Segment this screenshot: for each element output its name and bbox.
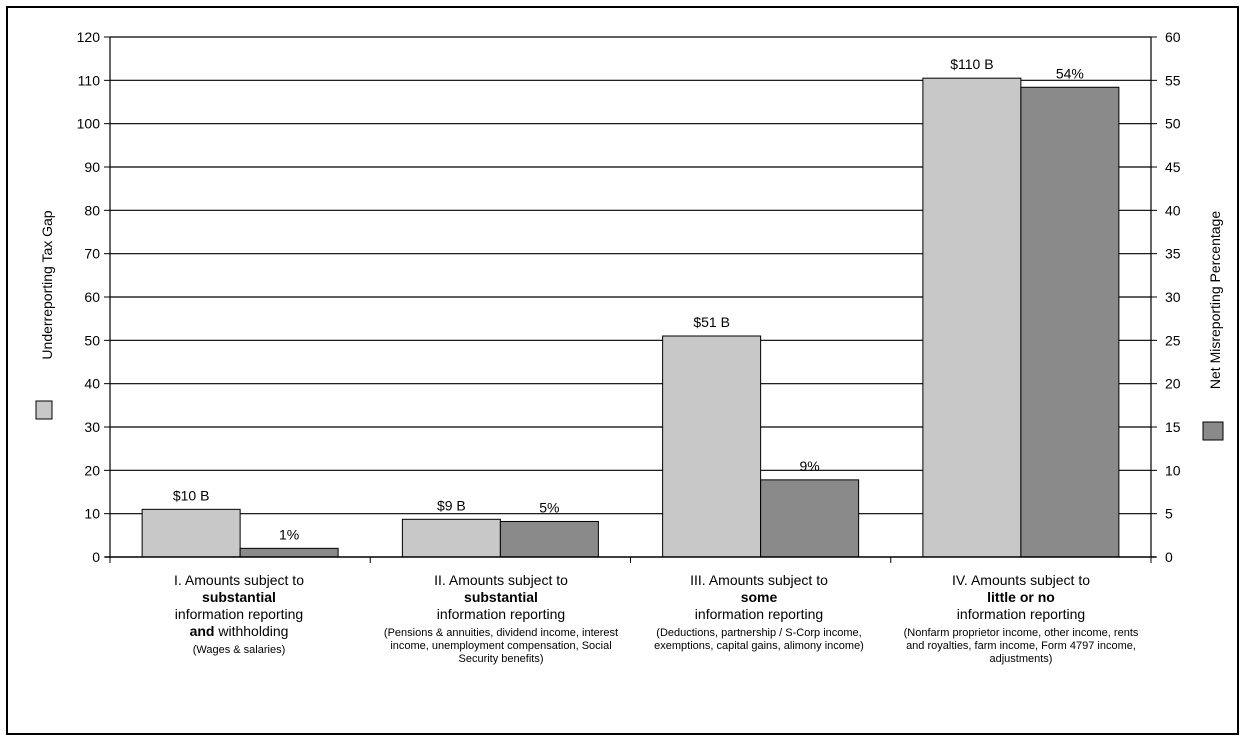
category-detail: (Nonfarm proprietor income, other income… xyxy=(903,627,1139,665)
category-line2: little or no xyxy=(987,589,1055,605)
category-detail: (Deductions, partnership / S-Corp income… xyxy=(654,627,864,652)
right-tick-label: 5 xyxy=(1165,506,1173,522)
category-line2: some xyxy=(740,589,778,605)
right-axis-ticks: 0 5 10 15 20 25 30 35 40 45 50 55 60 xyxy=(1151,29,1181,565)
left-tick-label: 100 xyxy=(77,116,101,132)
bar-value-labels: $10 B 1% $9 B 5% $51 B 9% $110 B 54% xyxy=(173,56,1084,542)
bar xyxy=(401,518,501,558)
bar xyxy=(239,547,339,558)
right-tick-label: 55 xyxy=(1165,72,1181,88)
category-line4: withholding xyxy=(218,623,289,639)
left-tick-label: 70 xyxy=(84,246,100,262)
category-detail: (Pensions & annuities, dividend income, … xyxy=(383,627,619,665)
category-line1: Amounts subject to xyxy=(708,572,828,588)
left-tick-label: 40 xyxy=(84,376,100,392)
left-tick-label: 120 xyxy=(77,29,101,45)
category-line1: Amounts subject to xyxy=(448,572,568,588)
left-tick-label: 0 xyxy=(92,549,100,565)
bar-value-label: 9% xyxy=(800,458,820,474)
category-roman: III. xyxy=(690,572,706,588)
left-axis-ticks: 0 10 20 30 40 50 60 70 80 90 100 110 120 xyxy=(77,29,110,565)
category-line4-bold: and xyxy=(189,623,215,639)
left-tick-label: 60 xyxy=(84,289,100,305)
bar xyxy=(662,335,762,558)
left-axis-title: Underreporting Tax Gap xyxy=(39,210,55,359)
left-tick-label: 20 xyxy=(84,462,100,478)
category-line1: Amounts subject to xyxy=(184,572,304,588)
category-line3: information reporting xyxy=(694,606,824,622)
bars xyxy=(141,77,1120,558)
category-label-4: IV. Amounts subject to little or no info… xyxy=(896,572,1146,666)
right-tick-label: 10 xyxy=(1165,462,1181,478)
right-tick-label: 45 xyxy=(1165,159,1181,175)
right-tick-label: 60 xyxy=(1165,29,1181,45)
category-line2: substantial xyxy=(464,589,538,605)
right-tick-label: 50 xyxy=(1165,116,1181,132)
category-line3: information reporting xyxy=(436,606,566,622)
right-tick-label: 35 xyxy=(1165,246,1181,262)
left-tick-label: 10 xyxy=(84,506,100,522)
bar-value-label: $110 B xyxy=(950,56,993,72)
bar-value-label: $51 B xyxy=(693,314,730,330)
bar xyxy=(922,77,1022,558)
category-line3: information reporting xyxy=(956,606,1086,622)
left-tick-label: 90 xyxy=(84,159,100,175)
bar xyxy=(499,520,599,558)
left-tick-label: 110 xyxy=(78,72,101,88)
left-tick-label: 80 xyxy=(84,202,100,218)
category-label-3: III. Amounts subject to some information… xyxy=(634,572,884,653)
bar-value-label: $10 B xyxy=(173,487,210,503)
category-line2: substantial xyxy=(202,589,276,605)
category-line3: information reporting xyxy=(174,606,304,622)
category-detail: (Wages & salaries) xyxy=(192,644,286,656)
bar xyxy=(760,479,860,558)
bar-value-label: $9 B xyxy=(437,497,466,513)
right-axis-title: Net Misreporting Percentage xyxy=(1207,211,1223,389)
category-roman: I. xyxy=(174,572,182,588)
category-label-1: I. Amounts subject to substantial inform… xyxy=(114,572,364,657)
bar xyxy=(141,508,241,558)
category-roman: IV. xyxy=(951,572,968,588)
right-tick-label: 20 xyxy=(1165,376,1181,392)
bar-value-label: 5% xyxy=(539,499,559,515)
bar xyxy=(1020,86,1120,558)
bar-value-label: 1% xyxy=(279,526,299,542)
bar-value-label: 54% xyxy=(1056,65,1084,81)
category-line1: Amounts subject to xyxy=(970,572,1091,588)
right-tick-label: 30 xyxy=(1165,289,1181,305)
legend-swatch-tax-gap xyxy=(35,400,53,420)
legend-swatch-misreporting xyxy=(1202,421,1224,441)
right-tick-label: 15 xyxy=(1165,419,1181,435)
category-roman: II. xyxy=(434,572,446,588)
category-label-2: II. Amounts subject to substantial infor… xyxy=(376,572,626,666)
right-tick-label: 40 xyxy=(1165,202,1181,218)
left-tick-label: 50 xyxy=(84,332,100,348)
right-tick-label: 25 xyxy=(1165,332,1181,348)
right-tick-label: 0 xyxy=(1165,549,1173,565)
left-tick-label: 30 xyxy=(84,419,100,435)
